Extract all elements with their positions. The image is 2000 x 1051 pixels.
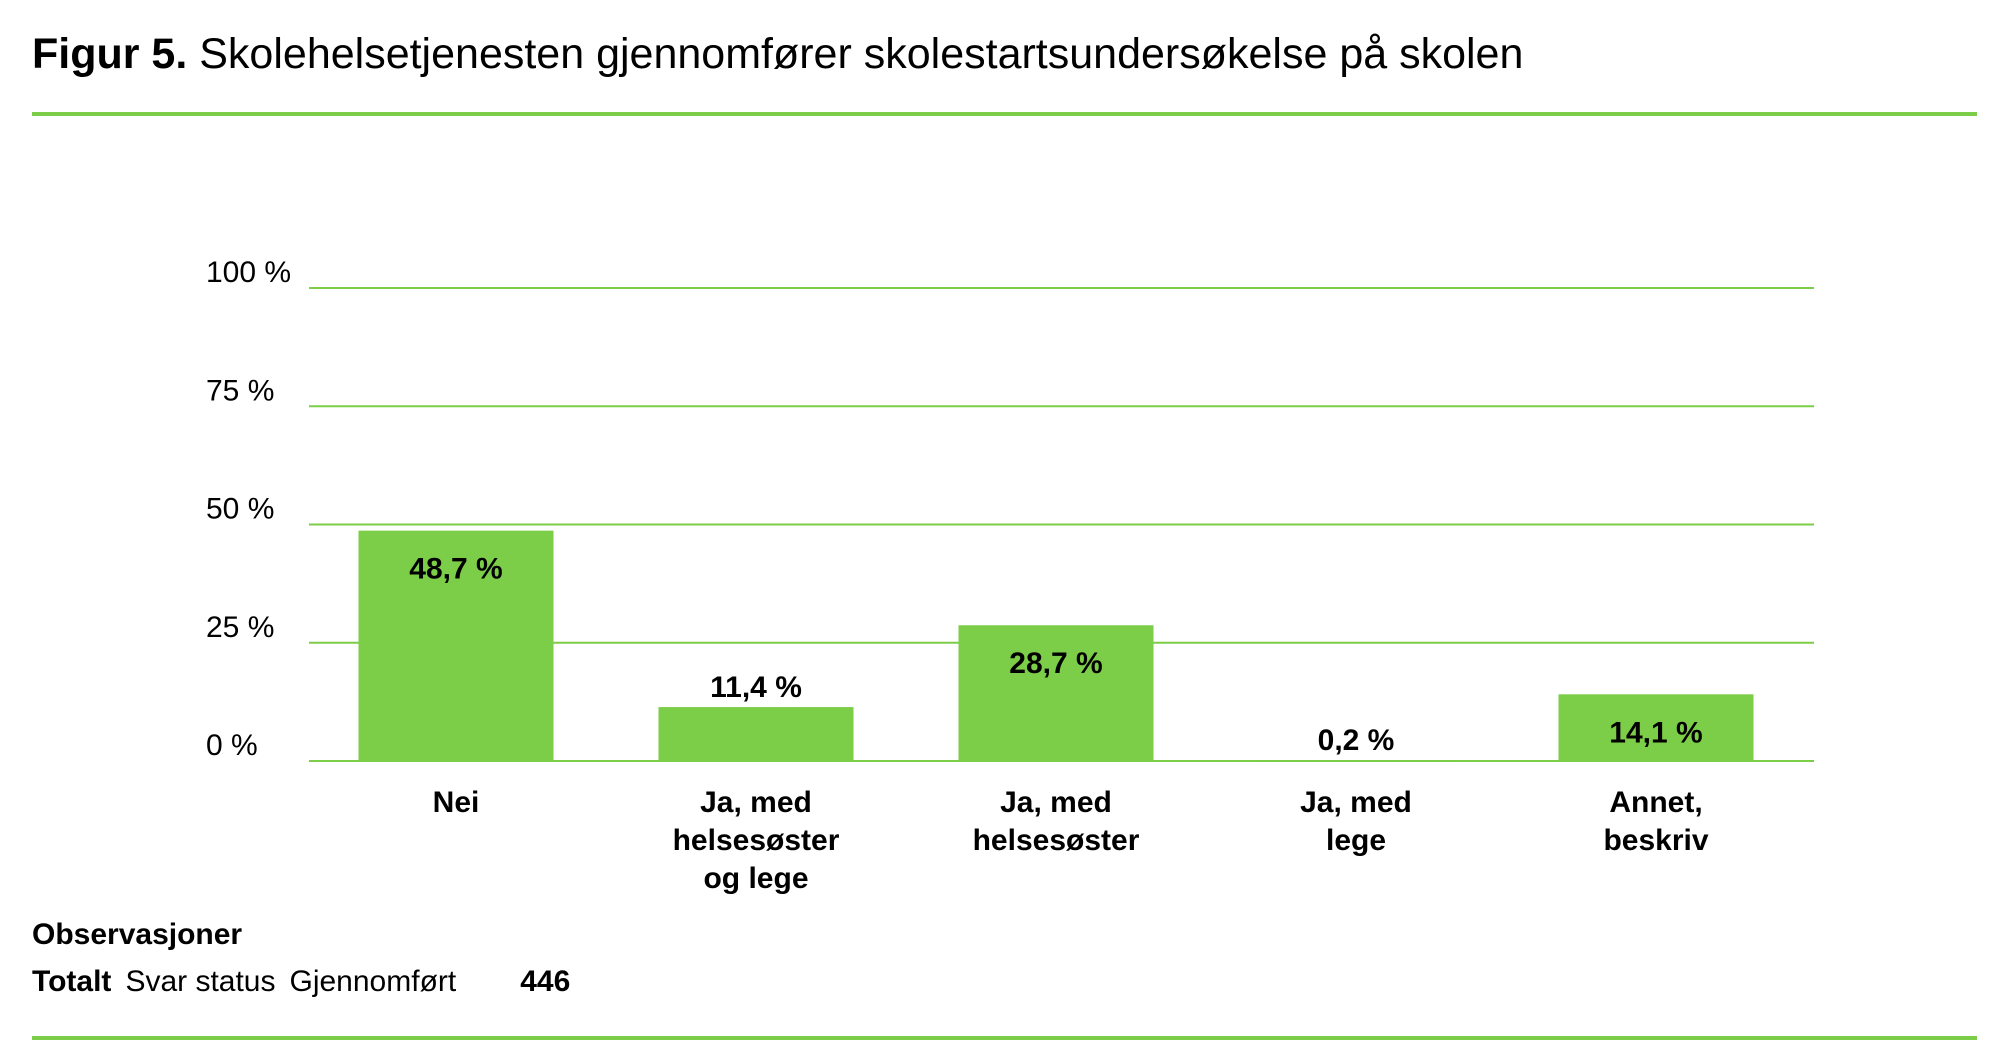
bar [1558,694,1754,761]
y-tick-label: 25 % [206,611,274,644]
bar [658,707,854,761]
x-category-label: Annet, [1609,786,1702,819]
data-label: 28,7 % [1009,647,1102,680]
obs-count: 446 [520,965,571,998]
x-category-label: Ja, med [1000,786,1112,819]
top-rule [32,112,1977,116]
observations-row: Totalt Svar status Gjennomført 446 [32,965,584,999]
data-label: 0,2 % [1318,724,1395,757]
obs-status: Gjennomført [289,965,457,998]
obs-label: Totalt [32,965,112,998]
x-category-label: Ja, med [700,786,812,819]
figure-title: Figur 5. Skolehelsetjenesten gjennomføre… [32,30,1523,79]
data-label: 11,4 % [710,671,802,704]
x-category-label: helsesøster [673,824,840,857]
x-category-label: Ja, med [1300,786,1412,819]
observations-heading: Observasjoner [32,918,243,951]
y-tick-label: 100 % [206,256,291,289]
y-tick-label: 50 % [206,493,274,526]
data-label: 48,7 % [409,553,502,586]
x-category-label: Nei [433,786,480,819]
x-category-label: lege [1326,824,1386,857]
obs-field: Svar status [125,965,276,998]
y-tick-label: 75 % [206,374,274,407]
y-tick-label: 0 % [206,729,258,762]
bar [1258,760,1454,761]
figure-number: Figur 5. [32,30,188,78]
x-category-label: og lege [703,862,808,895]
data-label: 14,1 % [1609,716,1702,749]
bar [958,625,1154,761]
x-category-label: helsesøster [973,824,1140,857]
figure-title-text: Skolehelsetjenesten gjennomfører skolest… [199,30,1524,78]
bar [358,530,554,761]
x-category-label: beskriv [1603,824,1708,857]
bottom-rule [32,1036,1977,1040]
